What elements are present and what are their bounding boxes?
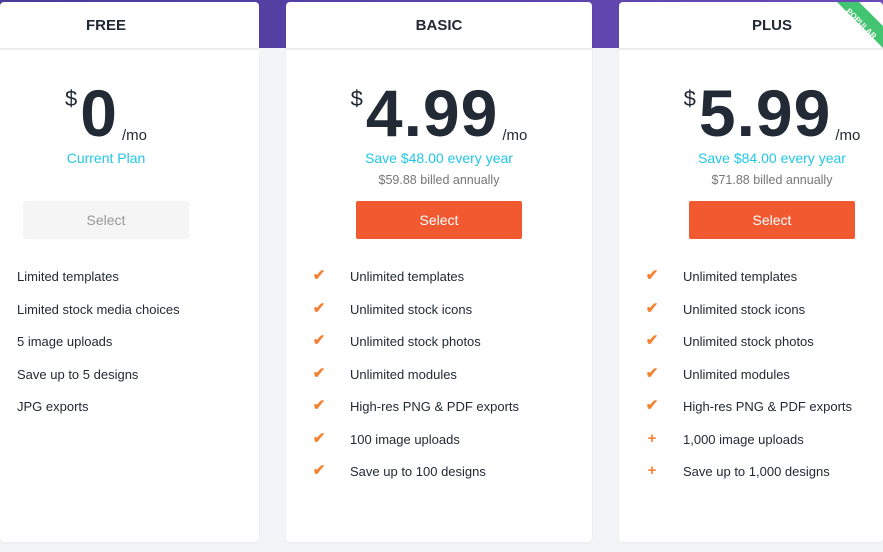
plan-name: PLUS — [619, 2, 883, 50]
plan-card-plus: POPULAR PLUS $ 5.99 /mo Save $84.00 ever… — [619, 2, 883, 542]
feature-text: Unlimited stock icons — [350, 301, 473, 317]
check-icon: ✔ — [645, 267, 659, 284]
check-icon: ✔ — [312, 299, 326, 317]
feature-item: ✔ Unlimited modules — [619, 364, 883, 400]
price: $ 4.99 /mo — [286, 50, 592, 150]
feature-item: ✔ Unlimited stock photos — [286, 332, 592, 367]
feature-text: High-res PNG & PDF exports — [350, 399, 520, 414]
feature-text: Save up to 5 designs — [17, 366, 139, 382]
currency: $ — [683, 86, 696, 111]
check-icon: ✔ — [312, 462, 326, 479]
feature-item: ✔ Unlimited templates — [286, 267, 592, 302]
feature-item: +1,000 image uploads — [619, 429, 883, 465]
feature-item: ✔ Unlimited stock photos — [619, 332, 883, 367]
price-amount: 0 — [80, 76, 118, 150]
feature-text: High-res PNG & PDF exports — [683, 399, 853, 414]
price-period: /mo — [835, 127, 861, 144]
plan-name: FREE — [0, 2, 259, 50]
feature-item: Limited stock media choices — [0, 302, 259, 335]
price-period: /mo — [121, 127, 147, 144]
feature-text: Unlimited stock photos — [683, 334, 814, 349]
select-button[interactable]: Select — [689, 201, 855, 239]
plan-note: Save $84.00 every year — [698, 150, 846, 166]
check-icon: ✔ — [645, 332, 659, 349]
feature-text: Unlimited stock photos — [350, 334, 481, 349]
feature-item: ✔ High-res PNG & PDF exports — [619, 397, 883, 432]
feature-item: Save up to 5 designs — [0, 367, 259, 400]
billed-annually — [0, 173, 259, 189]
feature-text: Save up to 100 designs — [350, 464, 486, 479]
price-period: /mo — [502, 127, 528, 144]
feature-text: 1,000 image uploads — [683, 431, 804, 447]
check-icon: ✔ — [312, 364, 326, 382]
price: $ 0 /mo — [0, 50, 259, 150]
feature-text: Unlimited templates — [683, 269, 798, 284]
select-button[interactable]: Select — [356, 201, 522, 239]
feature-list: ✔ Unlimited templates ✔ Unlimited stock ico… — [619, 267, 883, 497]
plan-note: Current Plan — [66, 150, 146, 166]
feature-text: JPG exports — [17, 399, 89, 414]
feature-text: Unlimited stock icons — [683, 301, 806, 317]
feature-text: Unlimited templates — [350, 269, 465, 284]
plan-card-free: FREE $ 0 /mo Current Plan Select Limited… — [0, 2, 259, 542]
check-icon: ✔ — [312, 267, 326, 284]
currency: $ — [350, 86, 363, 111]
billed-annually: $71.88 billed annually — [711, 173, 833, 187]
check-icon: ✔ — [645, 299, 659, 317]
feature-item: + Save up to 1,000 designs — [619, 462, 883, 497]
check-icon: ✔ — [312, 397, 326, 414]
plus-icon: + — [647, 462, 657, 479]
currency: $ — [65, 86, 78, 111]
feature-text: 5 image uploads — [17, 334, 113, 349]
check-icon: ✔ — [312, 429, 326, 447]
check-icon: ✔ — [645, 364, 659, 382]
feature-list: Limited templates Limited stock media cho… — [0, 269, 259, 432]
feature-text: Unlimited modules — [683, 366, 790, 382]
feature-item: Limited templates — [0, 269, 259, 302]
feature-text: 100 image uploads — [350, 431, 460, 447]
price-amount: 5.99 — [698, 76, 832, 150]
feature-list: ✔ Unlimited templates ✔ Unlimited stock ico… — [286, 267, 592, 497]
feature-item: ✔ High-res PNG & PDF exports — [286, 397, 592, 432]
feature-item: ✔ Unlimited modules — [286, 364, 592, 400]
feature-item: ✔ 100 image uploads — [286, 429, 592, 465]
feature-item: ✔ Unlimited templates — [619, 267, 883, 302]
billed-annually: $59.88 billed annually — [378, 173, 500, 187]
feature-item: JPG exports — [0, 399, 259, 432]
feature-text: Unlimited modules — [350, 366, 457, 382]
feature-item: ✔ Save up to 100 designs — [286, 462, 592, 497]
plan-card-basic: BASIC $ 4.99 /mo Save $48.00 every year … — [286, 2, 592, 542]
feature-text: Limited stock media choices — [17, 301, 180, 317]
feature-text: Limited templates — [17, 269, 119, 284]
select-button[interactable]: Select — [23, 201, 189, 239]
price-amount: 4.99 — [365, 76, 499, 150]
feature-item: ✔ Unlimited stock icons — [619, 299, 883, 335]
plan-note: Save $48.00 every year — [365, 150, 513, 166]
feature-text: Save up to 1,000 designs — [683, 464, 830, 479]
check-icon: ✔ — [312, 332, 326, 349]
feature-item: 5 image uploads — [0, 334, 259, 367]
plan-name: BASIC — [286, 2, 592, 50]
feature-item: ✔ Unlimited stock icons — [286, 299, 592, 335]
popular-ribbon: POPULAR — [837, 2, 883, 48]
check-icon: ✔ — [645, 397, 659, 414]
plus-icon: + — [647, 429, 657, 447]
price: $ 5.99 /mo — [619, 50, 883, 150]
